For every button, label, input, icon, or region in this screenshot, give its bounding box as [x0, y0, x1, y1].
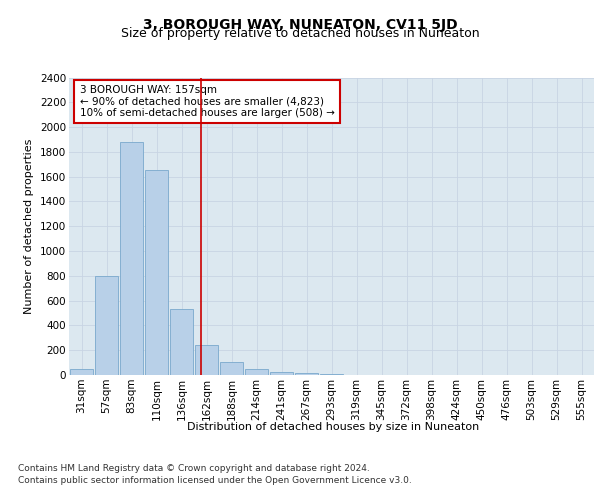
Text: 3, BOROUGH WAY, NUNEATON, CV11 5JD: 3, BOROUGH WAY, NUNEATON, CV11 5JD	[143, 18, 457, 32]
Bar	[145, 170, 168, 375]
Bar	[95, 276, 118, 375]
Bar	[220, 362, 243, 375]
Text: Contains public sector information licensed under the Open Government Licence v3: Contains public sector information licen…	[18, 476, 412, 485]
Y-axis label: Number of detached properties: Number of detached properties	[25, 138, 34, 314]
Text: Size of property relative to detached houses in Nuneaton: Size of property relative to detached ho…	[121, 28, 479, 40]
Bar	[195, 345, 218, 375]
Text: 3 BOROUGH WAY: 157sqm
← 90% of detached houses are smaller (4,823)
10% of semi-d: 3 BOROUGH WAY: 157sqm ← 90% of detached …	[79, 85, 334, 118]
Bar	[245, 369, 268, 375]
Text: Distribution of detached houses by size in Nuneaton: Distribution of detached houses by size …	[187, 422, 479, 432]
Bar	[295, 374, 318, 375]
Bar	[120, 142, 143, 375]
Bar	[270, 372, 293, 375]
Bar	[320, 374, 343, 375]
Bar	[170, 310, 193, 375]
Text: Contains HM Land Registry data © Crown copyright and database right 2024.: Contains HM Land Registry data © Crown c…	[18, 464, 370, 473]
Bar	[70, 369, 93, 375]
